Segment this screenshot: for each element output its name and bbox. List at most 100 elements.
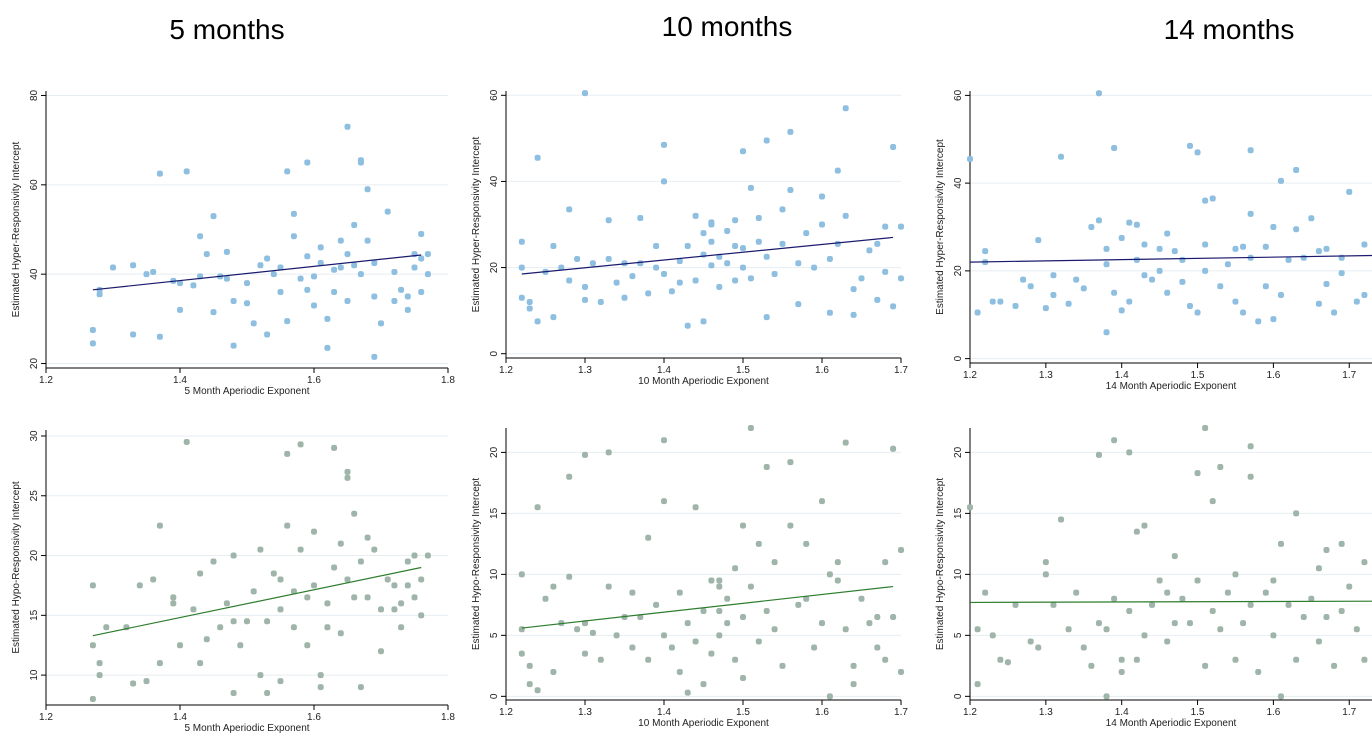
data-point [1027,638,1034,645]
data-point [331,266,338,273]
data-point [974,681,981,688]
y-tick-label: 20 [953,265,964,277]
data-point [230,342,237,349]
data-point [1315,300,1322,307]
data-point [763,253,770,260]
data-point [842,626,849,633]
data-point [550,314,557,321]
data-point [170,600,177,607]
data-point [418,255,425,262]
data-point [732,217,739,224]
data-point [645,656,652,663]
data-point [96,672,103,679]
data-point [89,340,96,347]
data-point [1255,668,1262,675]
data-point [803,540,810,547]
data-point [1315,565,1322,572]
column-title-10-months: 10 months [662,11,793,42]
data-point [317,260,324,267]
data-point [771,559,778,566]
data-point [779,662,786,669]
data-point [1308,215,1315,222]
data-point [779,206,786,213]
data-point [317,672,324,679]
data-point [324,315,331,322]
data-point [1240,309,1247,316]
data-point [183,168,190,175]
data-point [1042,305,1049,312]
data-point [1065,626,1072,633]
data-point [398,624,405,631]
x-tick-label: 1.3 [578,365,592,376]
data-point [1346,583,1353,590]
data-point [1050,272,1057,279]
x-tick-label: 1.6 [1266,707,1280,718]
data-point [597,656,604,663]
data-point [582,90,588,97]
data-point [676,668,683,675]
data-point [324,600,331,607]
y-tick-label: 0 [953,693,964,699]
data-point [811,264,818,271]
data-point [1293,226,1300,233]
data-point [1141,241,1148,248]
data-point [842,212,849,219]
data-point [1111,145,1118,152]
data-point [1331,662,1338,669]
data-point [1080,285,1087,292]
data-point [834,167,841,174]
data-point [257,546,264,553]
y-tick-label: 10 [29,669,40,681]
data-point [1209,498,1216,505]
panel-top-left: 1.2 1.4 1.6 1.8 20 40 60 80 5 Month Aperiodic Ex… [11,89,455,397]
data-point [290,210,297,217]
data-point [613,632,620,639]
data-point [264,690,271,697]
data-point [331,289,338,296]
data-point [89,582,96,589]
data-point [1293,656,1300,663]
x-axis-title: 10 Month Aperiodic Exponent [638,376,769,387]
data-point [1262,589,1269,596]
data-point [257,262,264,269]
data-point [277,289,284,296]
y-tick-label: 15 [953,507,964,519]
data-point [834,240,841,247]
data-point [605,583,612,590]
y-tick-label: 10 [953,568,964,580]
data-point [653,601,660,608]
data-point [989,298,996,305]
data-point [882,559,889,566]
data-point [190,282,197,289]
data-point [364,534,371,541]
fit-line [969,254,1372,263]
x-tick-label: 1.4 [1115,370,1129,381]
x-tick-label: 1.4 [1115,707,1129,718]
data-point [763,607,770,614]
data-point [1346,188,1353,195]
data-point [1323,614,1330,621]
data-point [1012,302,1019,309]
data-point [424,552,431,559]
data-point [676,589,683,596]
data-point [518,294,525,301]
data-point [1171,248,1178,255]
data-point [156,333,163,340]
data-point [1111,289,1118,296]
data-point [1080,644,1087,651]
data-point [351,222,358,229]
data-point [645,290,652,297]
data-point [110,264,116,271]
data-point [708,221,715,228]
data-point [1179,256,1186,263]
data-point [1315,638,1322,645]
column-title-5-months: 5 months [169,14,284,45]
data-point [1353,298,1360,305]
data-point [311,582,317,589]
data-point [371,353,378,360]
y-tick-label: 60 [489,89,500,101]
data-point [1050,601,1057,608]
data-point [1247,147,1254,154]
data-point [311,273,317,280]
data-point [692,504,699,511]
